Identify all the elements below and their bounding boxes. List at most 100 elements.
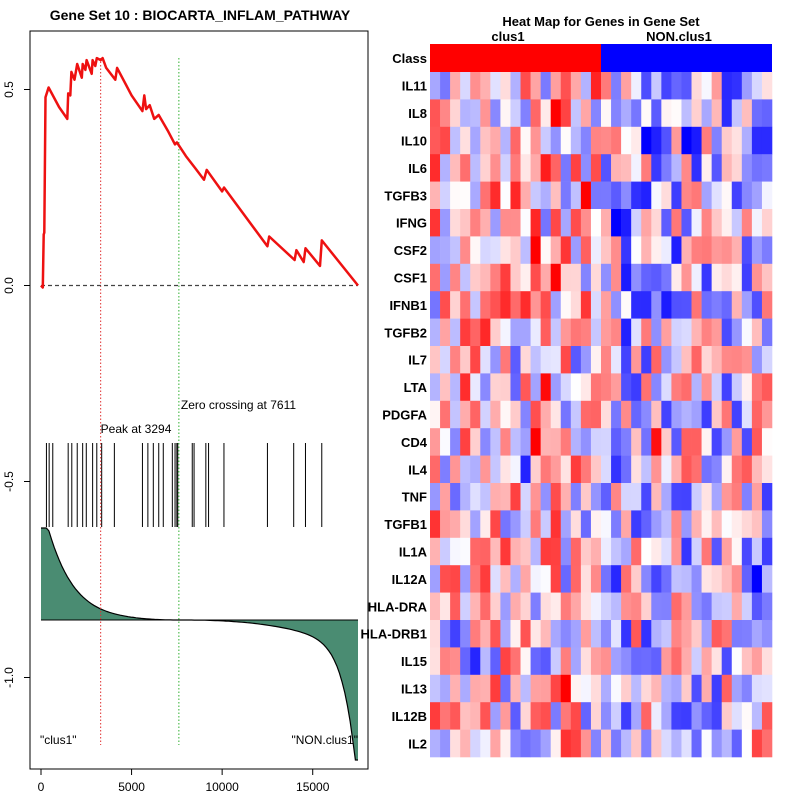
heat-cell-r18-c1	[430, 537, 441, 566]
heat-cell-r5-c15	[570, 181, 582, 210]
heat-cell-r7-c19	[611, 236, 622, 265]
heat-cell-r12-c32	[741, 373, 753, 402]
heat-cell-r19-c7	[490, 565, 501, 593]
heat-cell-r1-c5	[470, 72, 481, 100]
heat-cell-r15-c24	[661, 455, 672, 484]
heat-cell-r18-c9	[510, 537, 521, 566]
heat-cell-r10-c13	[550, 318, 562, 347]
heat-cell-r24-c16	[580, 702, 592, 730]
heat-cell-r17-c16	[580, 510, 592, 539]
heat-cell-r7-c34	[761, 236, 773, 265]
heat-cell-r10-c25	[671, 318, 682, 347]
heat-cell-r23-c21	[631, 674, 642, 703]
heat-cell-r22-c24	[661, 647, 672, 676]
heat-cell-r9-c13	[550, 291, 562, 319]
heat-cell-r6-c6	[480, 209, 491, 237]
heat-cell-r8-c19	[611, 263, 622, 292]
heat-cell-r10-c12	[540, 318, 552, 347]
heat-cell-r25-c11	[530, 729, 541, 758]
heat-cell-r18-c17	[590, 537, 602, 566]
heat-cell-r4-c14	[560, 154, 572, 182]
heat-cell-r19-c14	[560, 565, 572, 593]
heat-cell-r10-c14	[560, 318, 572, 347]
heat-cell-r1-c34	[761, 72, 773, 100]
heat-cell-r14-c11	[530, 428, 541, 456]
heat-cell-r16-c2	[440, 483, 451, 511]
heat-cell-r4-c27	[691, 154, 702, 182]
heat-cell-r5-c25	[671, 181, 682, 210]
heat-cell-r11-c26	[681, 346, 692, 374]
heat-cell-r21-c1	[430, 620, 441, 648]
heat-cell-r11-c31	[731, 346, 743, 374]
heat-cell-r23-c16	[580, 674, 592, 703]
heat-cell-r9-c11	[530, 291, 541, 319]
heat-cell-r14-c14	[560, 428, 572, 456]
heat-cell-r18-c15	[570, 537, 582, 566]
heat-cell-r7-c6	[480, 236, 491, 265]
heat-cell-r10-c4	[460, 318, 471, 347]
heat-cell-r23-c13	[550, 674, 562, 703]
heat-cell-r11-c29	[711, 346, 723, 374]
heat-cell-r19-c1	[430, 565, 441, 593]
heat-cell-r25-c7	[490, 729, 501, 758]
heat-cell-r21-c27	[691, 620, 702, 648]
heat-cell-r1-c31	[731, 72, 743, 100]
heat-cell-r14-c18	[601, 428, 612, 456]
heat-cell-r1-c16	[580, 72, 592, 100]
heat-cell-r23-c23	[651, 674, 662, 703]
heat-cell-r2-c27	[691, 99, 702, 128]
heat-cell-r4-c15	[570, 154, 582, 182]
heat-cell-r19-c32	[741, 565, 753, 593]
heat-cell-r13-c30	[721, 400, 733, 429]
heat-cell-r2-c33	[751, 99, 763, 128]
heat-cell-r12-c15	[570, 373, 582, 402]
heat-cell-r14-c5	[470, 428, 481, 456]
heat-cell-r25-c28	[701, 729, 712, 758]
heat-cell-r2-c34	[761, 99, 773, 128]
class-bar-clus1	[430, 44, 601, 72]
heat-cell-r14-c17	[590, 428, 602, 456]
heat-cell-r7-c26	[681, 236, 692, 265]
heat-cell-r2-c5	[470, 99, 481, 128]
heat-cell-r13-c27	[691, 400, 702, 429]
heat-cell-r1-c20	[621, 72, 632, 100]
heat-cell-r10-c30	[721, 318, 733, 347]
heat-cell-r18-c4	[460, 537, 471, 566]
heat-cell-r8-c5	[470, 263, 481, 292]
heat-cell-r6-c3	[450, 209, 461, 237]
heat-cell-r7-c5	[470, 236, 481, 265]
heat-cell-r22-c8	[500, 647, 511, 676]
heat-cell-r9-c12	[540, 291, 552, 319]
heat-cell-r2-c8	[500, 99, 511, 128]
heat-cell-r7-c18	[601, 236, 612, 265]
heat-cell-r17-c6	[480, 510, 491, 539]
heatmap-cells	[430, 72, 773, 758]
gene-label-hla-dra: HLA-DRA	[368, 599, 428, 614]
heat-cell-r21-c20	[621, 620, 632, 648]
heat-cell-r22-c27	[691, 647, 702, 676]
heat-cell-r11-c30	[721, 346, 733, 374]
heat-cell-r10-c23	[651, 318, 662, 347]
heat-cell-r22-c34	[761, 647, 773, 676]
heat-cell-r8-c32	[741, 263, 753, 292]
heat-cell-r5-c13	[550, 181, 562, 210]
heat-cell-r7-c24	[661, 236, 672, 265]
heat-cell-r20-c32	[741, 592, 753, 621]
heat-cell-r5-c14	[560, 181, 572, 210]
heat-cell-r2-c29	[711, 99, 723, 128]
heat-cell-r12-c27	[691, 373, 702, 402]
heat-cell-r21-c21	[631, 620, 642, 648]
heat-cell-r7-c21	[631, 236, 642, 265]
heat-cell-r18-c3	[450, 537, 461, 566]
heat-cell-r9-c4	[460, 291, 471, 319]
heat-cell-r6-c32	[741, 209, 753, 237]
heat-cell-r5-c22	[641, 181, 652, 210]
heat-cell-r13-c17	[590, 400, 602, 429]
heat-cell-r22-c5	[470, 647, 481, 676]
heat-cell-r1-c28	[701, 72, 712, 100]
heat-cell-r5-c5	[470, 181, 481, 210]
heat-cell-r6-c8	[500, 209, 511, 237]
gene-label-csf1: CSF1	[394, 271, 427, 286]
heat-cell-r18-c28	[701, 537, 712, 566]
heat-cell-r11-c27	[691, 346, 702, 374]
